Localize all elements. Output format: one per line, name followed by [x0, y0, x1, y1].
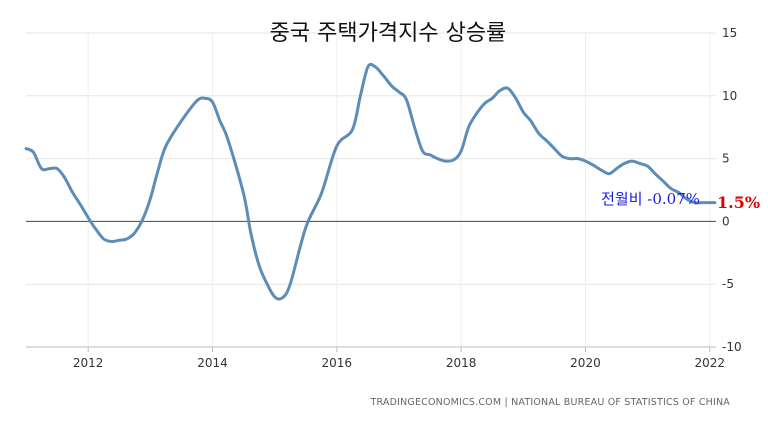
chart-title: 중국 주택가격지수 상승률 — [270, 21, 507, 46]
source-credit: TRADINGECONOMICS.COM | NATIONAL BUREAU O… — [369, 397, 730, 408]
y-tick-label: -5 — [722, 277, 734, 291]
y-tick-label: 0 — [722, 214, 730, 228]
x-tick-label: 2022 — [695, 356, 726, 370]
x-axis-ticks: 2012 2014 2016 2018 2020 2022 — [73, 347, 725, 370]
mom-change-annotation: 전월비 -0.07% — [601, 190, 700, 208]
grid-lines — [26, 32, 716, 347]
y-tick-label: -10 — [722, 340, 742, 354]
x-tick-label: 2020 — [570, 356, 601, 370]
series-line — [24, 62, 717, 301]
y-tick-label: 5 — [722, 152, 730, 166]
y-tick-label: 15 — [722, 26, 737, 40]
x-tick-label: 2014 — [197, 356, 228, 370]
y-axis-ticks: 15 10 5 0 -5 -10 — [722, 26, 742, 354]
x-tick-label: 2016 — [322, 356, 353, 370]
y-tick-label: 10 — [722, 89, 737, 103]
last-value-label: 1.5% — [717, 193, 760, 212]
x-tick-label: 2018 — [446, 356, 477, 370]
x-tick-label: 2012 — [73, 356, 104, 370]
